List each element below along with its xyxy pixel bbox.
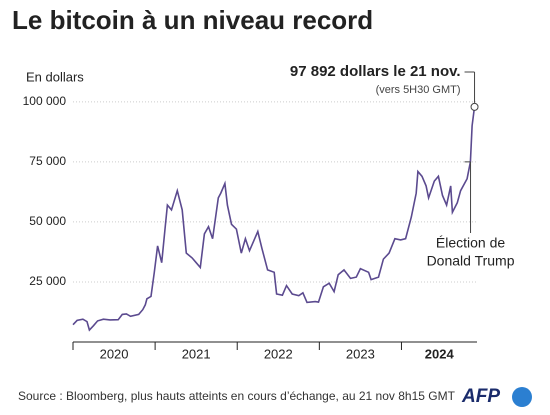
logo-icon xyxy=(512,387,532,407)
x-tick-label: 2022 xyxy=(264,346,293,361)
chart-title: Le bitcoin à un niveau record xyxy=(12,5,373,35)
record-point xyxy=(470,102,479,111)
election-annotation: Donald Trump xyxy=(427,253,515,269)
x-tick-label: 2024 xyxy=(425,346,455,361)
y-tick-label: 75 000 xyxy=(29,154,66,168)
x-tick-label: 2020 xyxy=(100,346,129,361)
election-annotation: Élection de xyxy=(436,235,505,251)
record-time: (vers 5H30 GMT) xyxy=(376,84,461,96)
y-tick-label: 100 000 xyxy=(23,94,67,108)
x-tick-label: 2021 xyxy=(182,346,211,361)
x-tick-label: 2023 xyxy=(346,346,375,361)
price-line xyxy=(72,106,476,332)
record-annotation: 97 892 dollars le 21 nov. xyxy=(290,63,461,80)
y-tick-label: 25 000 xyxy=(29,274,66,288)
y-tick-label: 50 000 xyxy=(29,214,66,228)
source: Source : Bloomberg, plus hauts atteints … xyxy=(18,389,456,403)
y-axis-label: En dollars xyxy=(26,69,84,84)
logo: AFP xyxy=(461,386,500,407)
